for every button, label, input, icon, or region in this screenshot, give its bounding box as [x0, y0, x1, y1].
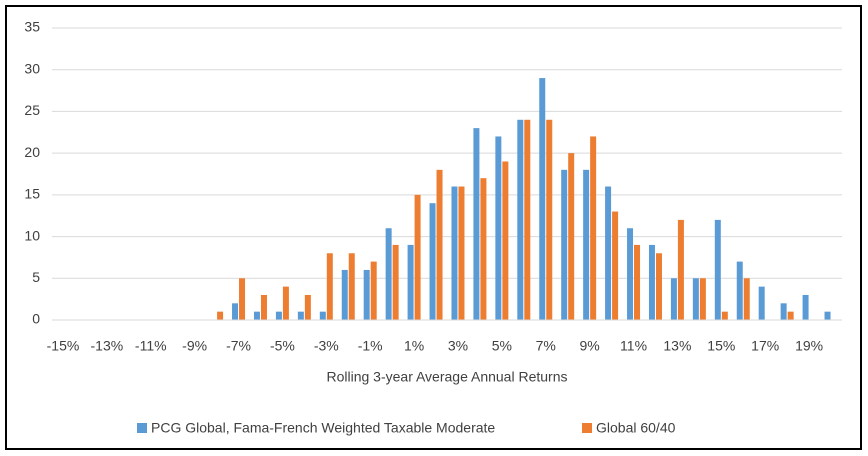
bar [495, 136, 502, 320]
bar [451, 186, 458, 320]
y-tick-label: 0 [32, 311, 40, 327]
legend-label: PCG Global, Fama-French Weighted Taxable… [151, 420, 495, 436]
bar [627, 228, 634, 320]
bar [824, 311, 831, 320]
bar [239, 278, 246, 320]
bar [253, 311, 260, 320]
bar [670, 278, 677, 320]
bar [502, 161, 509, 320]
x-tick-label: -9% [182, 338, 207, 354]
bar [414, 194, 421, 320]
y-tick-label: 20 [24, 144, 40, 160]
bar [583, 169, 590, 320]
y-tick-label: 35 [24, 19, 40, 35]
x-tick-label: 3% [448, 338, 468, 354]
x-tick-label: 5% [492, 338, 512, 354]
bar [480, 178, 487, 320]
bar [743, 278, 750, 320]
legend-label: Global 60/40 [596, 420, 676, 436]
y-tick-label: 5 [32, 269, 40, 285]
x-tick-label: -7% [226, 338, 251, 354]
bar [568, 153, 575, 320]
x-tick-label: 13% [663, 338, 691, 354]
bar [326, 253, 333, 320]
bar [736, 261, 743, 320]
bar [605, 186, 612, 320]
legend-swatch [137, 423, 147, 433]
y-tick-label: 25 [24, 102, 40, 118]
bar [429, 203, 436, 320]
x-tick-label: 9% [580, 338, 600, 354]
bar [546, 119, 553, 321]
legend-swatch [582, 423, 592, 433]
y-tick-label: 15 [24, 186, 40, 202]
bar [341, 269, 348, 320]
bar [275, 311, 282, 320]
x-tick-label: -15% [47, 338, 80, 354]
x-tick-label: 15% [707, 338, 735, 354]
bar [319, 311, 326, 320]
bar [590, 136, 597, 320]
bar [612, 211, 619, 320]
x-tick-label: -3% [314, 338, 339, 354]
bar [780, 303, 787, 320]
bar [721, 311, 728, 320]
bar [348, 253, 355, 320]
bar [758, 286, 765, 320]
bar [802, 294, 809, 320]
bar [363, 269, 370, 320]
bar [407, 244, 414, 320]
bar [473, 128, 480, 320]
bar [304, 294, 311, 320]
x-tick-label: 7% [536, 338, 556, 354]
bar [260, 294, 267, 320]
x-tick-label: 17% [751, 338, 779, 354]
x-tick-label: 11% [620, 338, 647, 354]
bar [561, 169, 568, 320]
x-tick-label: -11% [135, 338, 167, 354]
bar [517, 119, 524, 321]
bar [524, 119, 531, 321]
y-tick-label: 10 [24, 227, 40, 243]
bar [436, 169, 443, 320]
bar [297, 311, 304, 320]
bar [692, 278, 699, 320]
bar [634, 244, 641, 320]
x-tick-label: 19% [795, 338, 823, 354]
x-tick-label: -5% [270, 338, 295, 354]
bar [714, 219, 721, 320]
bar [232, 303, 239, 320]
bar [787, 311, 794, 320]
y-tick-label: 30 [24, 60, 40, 76]
x-axis-title: Rolling 3-year Average Annual Returns [326, 369, 567, 385]
x-tick-label: -1% [358, 338, 383, 354]
bar [370, 261, 377, 320]
bar [392, 244, 399, 320]
bar [385, 228, 392, 320]
bar [282, 286, 289, 320]
bar [217, 311, 224, 320]
bar [648, 244, 655, 320]
bar [539, 78, 546, 320]
bar [655, 253, 662, 320]
x-tick-label: 1% [404, 338, 424, 354]
x-tick-label: -13% [91, 338, 124, 354]
bar [677, 219, 684, 320]
bar [699, 278, 706, 320]
bar [458, 186, 465, 320]
